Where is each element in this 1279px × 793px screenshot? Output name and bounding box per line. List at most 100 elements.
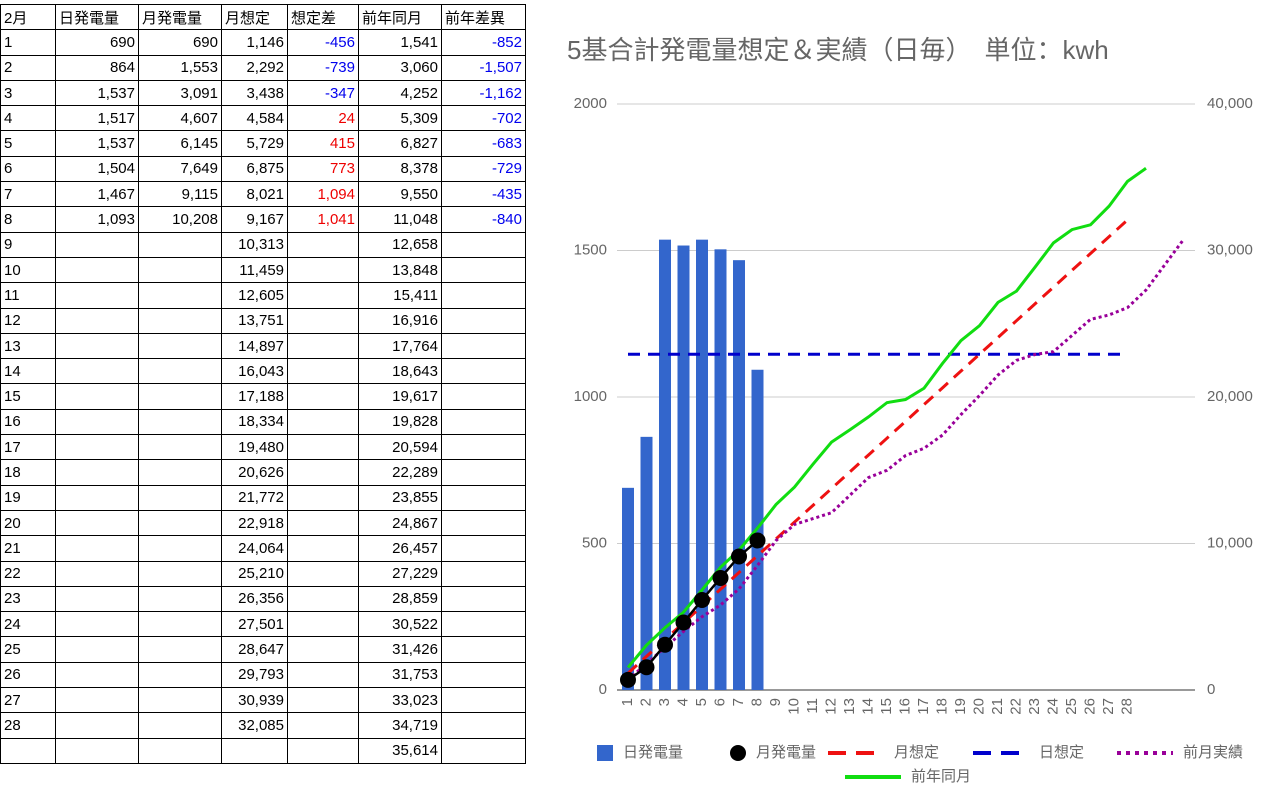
cell[interactable] — [441, 459, 526, 486]
cell[interactable]: 5,729 — [221, 130, 288, 157]
cell[interactable] — [55, 509, 139, 537]
cell[interactable] — [221, 737, 288, 764]
cell[interactable] — [55, 687, 139, 714]
cell[interactable]: 5 — [0, 130, 56, 157]
cell[interactable]: 25,210 — [221, 560, 288, 587]
cell[interactable] — [441, 737, 526, 764]
cell[interactable] — [441, 282, 526, 309]
cell[interactable] — [138, 661, 222, 689]
cell[interactable] — [138, 231, 222, 258]
cell[interactable]: 22 — [0, 560, 56, 587]
cell[interactable]: -456 — [287, 29, 359, 56]
cell[interactable] — [287, 509, 359, 537]
cell[interactable]: 1,537 — [55, 130, 139, 157]
cell[interactable]: 11,459 — [221, 256, 288, 284]
cell[interactable] — [55, 636, 139, 663]
cell[interactable]: 18,643 — [358, 358, 442, 385]
cell[interactable] — [441, 231, 526, 258]
cell[interactable]: 23,855 — [358, 484, 442, 511]
cell[interactable]: 19,617 — [358, 383, 442, 410]
cell[interactable]: 31,426 — [358, 636, 442, 663]
cell[interactable]: 4 — [0, 105, 56, 132]
cell[interactable] — [441, 585, 526, 613]
cell[interactable] — [0, 737, 56, 764]
cell[interactable]: 19,828 — [358, 408, 442, 436]
cell[interactable] — [441, 383, 526, 410]
cell[interactable] — [138, 434, 222, 461]
cell[interactable] — [55, 307, 139, 334]
cell[interactable]: 15 — [0, 383, 56, 410]
cell[interactable]: 17,764 — [358, 332, 442, 360]
cell[interactable] — [287, 712, 359, 739]
cell[interactable]: 9,115 — [138, 181, 222, 208]
cell[interactable]: 31,753 — [358, 661, 442, 689]
cell[interactable]: 16,916 — [358, 307, 442, 334]
cell[interactable]: 690 — [55, 29, 139, 56]
cell[interactable] — [441, 611, 526, 638]
cell[interactable]: 35,614 — [358, 737, 442, 764]
cell[interactable] — [138, 484, 222, 511]
cell[interactable] — [138, 585, 222, 613]
cell[interactable] — [287, 256, 359, 284]
cell[interactable] — [287, 560, 359, 587]
cell[interactable]: 1,146 — [221, 29, 288, 56]
cell[interactable]: 19,480 — [221, 434, 288, 461]
cell[interactable]: 13,848 — [358, 256, 442, 284]
header-cell[interactable]: 月発電量 — [138, 3, 222, 31]
cell[interactable]: 690 — [138, 29, 222, 56]
cell[interactable]: 10,208 — [138, 206, 222, 233]
cell[interactable] — [138, 408, 222, 436]
cell[interactable] — [287, 687, 359, 714]
cell[interactable]: 28,859 — [358, 585, 442, 613]
cell[interactable] — [287, 585, 359, 613]
cell[interactable]: 12,605 — [221, 282, 288, 309]
cell[interactable] — [138, 737, 222, 764]
cell[interactable] — [138, 459, 222, 486]
cell[interactable]: 32,085 — [221, 712, 288, 739]
cell[interactable]: 3,091 — [138, 79, 222, 107]
cell[interactable] — [55, 459, 139, 486]
cell[interactable] — [55, 484, 139, 511]
cell[interactable]: 1,541 — [358, 29, 442, 56]
cell[interactable]: 7 — [0, 181, 56, 208]
cell[interactable] — [138, 332, 222, 360]
cell[interactable]: -729 — [441, 155, 526, 183]
cell[interactable]: -683 — [441, 130, 526, 157]
cell[interactable]: 1,517 — [55, 105, 139, 132]
cell[interactable]: 1,093 — [55, 206, 139, 233]
cell[interactable]: 6 — [0, 155, 56, 183]
cell[interactable]: 1,537 — [55, 79, 139, 107]
header-cell[interactable]: 前年同月 — [358, 3, 442, 31]
cell[interactable] — [138, 560, 222, 587]
cell[interactable] — [138, 383, 222, 410]
cell[interactable] — [287, 661, 359, 689]
cell[interactable] — [287, 636, 359, 663]
cell[interactable] — [138, 535, 222, 562]
cell[interactable]: -840 — [441, 206, 526, 233]
cell[interactable] — [287, 611, 359, 638]
cell[interactable] — [287, 434, 359, 461]
cell[interactable]: 16 — [0, 408, 56, 436]
cell[interactable] — [287, 484, 359, 511]
cell[interactable] — [55, 383, 139, 410]
cell[interactable]: 24,867 — [358, 509, 442, 537]
header-cell[interactable]: 日発電量 — [55, 3, 139, 31]
cell[interactable] — [441, 332, 526, 360]
cell[interactable] — [441, 509, 526, 537]
cell[interactable] — [55, 256, 139, 284]
cell[interactable] — [441, 712, 526, 739]
cell[interactable]: 15,411 — [358, 282, 442, 309]
cell[interactable]: 33,023 — [358, 687, 442, 714]
cell[interactable] — [55, 535, 139, 562]
cell[interactable]: 10,313 — [221, 231, 288, 258]
cell[interactable]: 24 — [287, 105, 359, 132]
cell[interactable]: 8,021 — [221, 181, 288, 208]
cell[interactable]: 27 — [0, 687, 56, 714]
cell[interactable] — [287, 383, 359, 410]
cell[interactable]: 3 — [0, 79, 56, 107]
cell[interactable] — [441, 434, 526, 461]
cell[interactable]: 2 — [0, 54, 56, 81]
cell[interactable]: 10 — [0, 256, 56, 284]
cell[interactable] — [287, 332, 359, 360]
cell[interactable]: 30,522 — [358, 611, 442, 638]
